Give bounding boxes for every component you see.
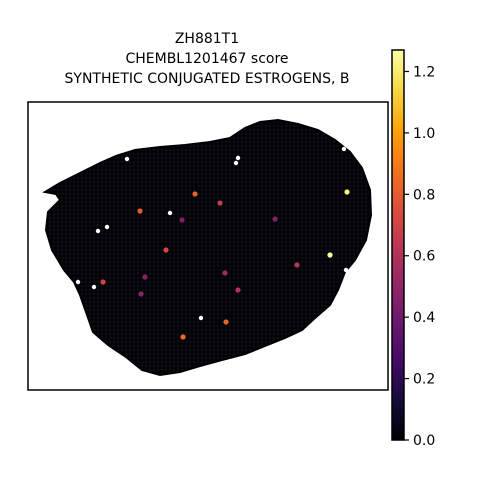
tissue-gap-8 bbox=[91, 284, 97, 290]
data-point-0 bbox=[192, 191, 198, 197]
chart-title-line-3: SYNTHETIC CONJUGATED ESTROGENS, B bbox=[65, 71, 350, 87]
chart-title-line-1: ZH881T1 bbox=[175, 31, 239, 47]
data-point-3 bbox=[179, 217, 185, 223]
data-point-9 bbox=[142, 274, 148, 280]
tissue-gap-2 bbox=[233, 160, 239, 166]
chart-title-line-2: CHEMBL1201467 score bbox=[125, 51, 288, 67]
colorbar-tick-label-6: 1.2 bbox=[413, 64, 435, 80]
colorbar-tick-label-1: 0.2 bbox=[413, 372, 435, 388]
tissue-gap-0 bbox=[124, 156, 130, 162]
tissue-gap-3 bbox=[341, 146, 347, 152]
data-point-4 bbox=[272, 216, 278, 222]
colorbar-ticks: 0.0 0.2 0.4 0.6 0.8 1.0 1.2 bbox=[404, 64, 435, 449]
tissue-gap-7 bbox=[75, 279, 81, 285]
colorbar-tick-label-2: 0.4 bbox=[413, 310, 435, 326]
data-point-8 bbox=[294, 262, 300, 268]
data-point-15 bbox=[180, 334, 186, 340]
data-point-2 bbox=[217, 200, 223, 206]
data-point-11 bbox=[100, 279, 106, 285]
data-point-6 bbox=[163, 247, 169, 253]
tissue-gap-1 bbox=[235, 155, 241, 161]
data-point-7 bbox=[327, 252, 333, 258]
data-point-14 bbox=[223, 319, 229, 325]
tissue-gap-5 bbox=[104, 224, 110, 230]
data-point-12 bbox=[235, 287, 241, 293]
colorbar-tick-label-0: 0.0 bbox=[413, 433, 435, 449]
colorbar-gradient bbox=[391, 49, 405, 441]
tissue-gap-10 bbox=[343, 267, 349, 273]
highlighted-spots bbox=[100, 189, 350, 340]
tissue-gap-9 bbox=[198, 315, 204, 321]
tissue-gap-6 bbox=[95, 228, 101, 234]
tissue-gap-4 bbox=[167, 210, 173, 216]
data-point-13 bbox=[138, 291, 144, 297]
tissue-region bbox=[42, 118, 373, 377]
data-point-10 bbox=[222, 270, 228, 276]
colorbar-tick-label-4: 0.8 bbox=[413, 187, 435, 203]
data-point-1 bbox=[137, 208, 143, 214]
colorbar-tick-label-5: 1.0 bbox=[413, 126, 435, 142]
tissue-spots-background bbox=[42, 118, 373, 377]
data-point-5 bbox=[344, 189, 350, 195]
colorbar: 0.0 0.2 0.4 0.6 0.8 1.0 1.2 bbox=[391, 49, 435, 449]
colorbar-tick-label-3: 0.6 bbox=[413, 249, 435, 265]
